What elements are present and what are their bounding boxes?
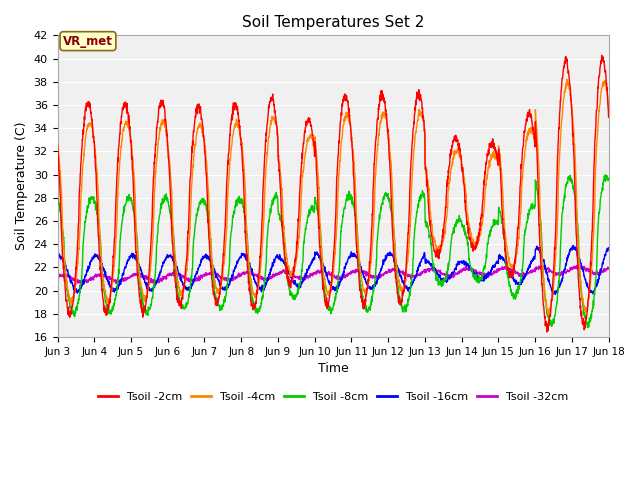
Title: Soil Temperatures Set 2: Soil Temperatures Set 2 [242, 15, 424, 30]
Text: VR_met: VR_met [63, 35, 113, 48]
Y-axis label: Soil Temperature (C): Soil Temperature (C) [15, 122, 28, 251]
Legend: Tsoil -2cm, Tsoil -4cm, Tsoil -8cm, Tsoil -16cm, Tsoil -32cm: Tsoil -2cm, Tsoil -4cm, Tsoil -8cm, Tsoi… [93, 388, 573, 407]
X-axis label: Time: Time [317, 362, 348, 375]
